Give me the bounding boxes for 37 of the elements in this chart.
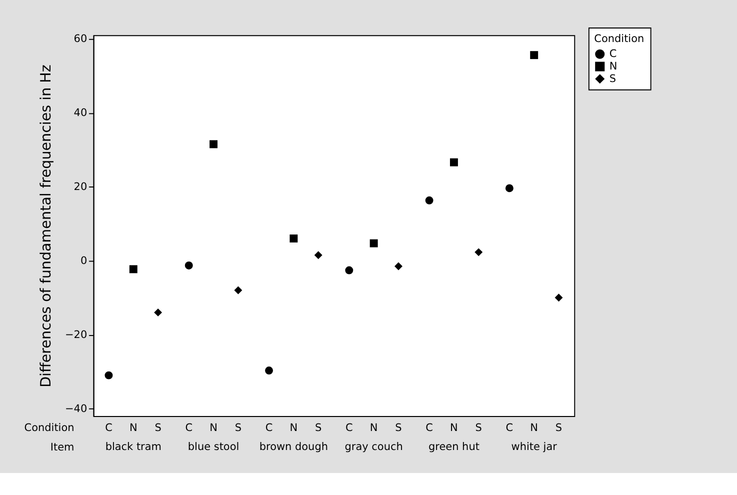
text: C — [346, 422, 353, 434]
text: Condition — [24, 422, 74, 434]
y-tick-label: −20 — [65, 328, 88, 341]
text: N — [370, 422, 378, 434]
text: N — [210, 422, 218, 434]
text: S — [315, 422, 322, 434]
legend-label: S — [609, 72, 616, 85]
x-tick-label: white jar — [511, 440, 558, 453]
text: N — [129, 422, 138, 434]
x-axis-title: Item — [50, 441, 74, 454]
x-tick-label: gray couch — [344, 440, 403, 453]
y-tick-label: 0 — [80, 255, 88, 268]
text: S — [395, 422, 402, 434]
y-tick-label: 40 — [74, 107, 88, 120]
legend-label: C — [609, 48, 617, 60]
x-tick-label: blue stool — [188, 440, 240, 453]
y-tick-label: 20 — [74, 181, 88, 194]
x-tick-label: black tram — [105, 440, 162, 453]
text: C — [185, 422, 193, 434]
text: S — [475, 422, 482, 434]
text: N — [450, 422, 458, 434]
text: S — [154, 422, 162, 434]
legend-label: N — [609, 60, 618, 72]
y-axis-title: Differences of fundamental frequencies in Hz — [38, 64, 55, 388]
x-tick-label: brown dough — [259, 440, 328, 453]
text: C — [506, 422, 514, 434]
text: N — [530, 422, 538, 434]
y-tick-label: 60 — [74, 33, 88, 46]
text: C — [265, 422, 273, 434]
y-tick-label: −40 — [65, 402, 88, 415]
text: C — [426, 422, 433, 434]
text: N — [290, 422, 298, 434]
legend-title: Condition — [594, 32, 644, 45]
x-tick-label: green hut — [428, 440, 480, 453]
text: S — [234, 422, 242, 434]
text: C — [105, 422, 112, 434]
text: S — [555, 422, 562, 434]
